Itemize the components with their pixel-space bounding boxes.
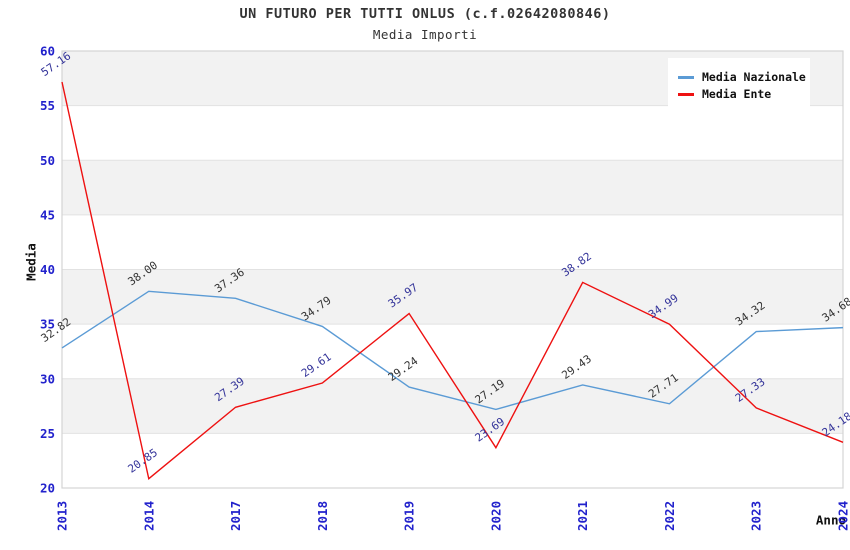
y-tick-label: 45	[40, 207, 55, 222]
plot-band	[62, 378, 843, 434]
x-tick-label: 2023	[749, 501, 764, 531]
chart-subtitle: Media Importi	[372, 27, 478, 42]
y-axis-title: Media	[23, 243, 39, 281]
plot-band	[62, 105, 843, 161]
legend: Media Nazionale Media Ente	[668, 58, 810, 113]
plot-band	[62, 160, 843, 215]
series-line-media-ente	[61, 81, 844, 480]
legend-item-media-nazionale: Media Nazionale	[678, 70, 806, 84]
x-tick-label: 2014	[141, 501, 156, 531]
y-tick-label: 20	[40, 481, 55, 496]
legend-line-icon-media-ente	[678, 92, 694, 96]
plot-band	[62, 269, 843, 325]
y-tick-label: 50	[40, 153, 55, 168]
plot-band	[62, 433, 843, 488]
x-axis-title: Anno	[815, 512, 846, 528]
y-tick-label: 60	[40, 44, 55, 59]
legend-line-icon-media-nazionale	[678, 75, 694, 79]
x-tick-label: 2022	[662, 501, 677, 531]
series-line-media-nazionale	[61, 290, 844, 411]
y-tick-label: 30	[40, 371, 55, 386]
plot-band	[62, 214, 843, 270]
x-tick-label: 2020	[488, 501, 503, 531]
x-tick-label: 2013	[55, 501, 70, 531]
legend-label-media-nazionale: Media Nazionale	[702, 70, 806, 84]
y-tick-label: 25	[40, 426, 55, 441]
plot-band	[62, 324, 843, 379]
x-tick-label: 2019	[402, 501, 417, 531]
x-tick-label: 2021	[575, 501, 590, 531]
y-tick-label: 55	[40, 98, 55, 113]
plot-border	[61, 50, 844, 489]
legend-item-media-ente: Media Ente	[678, 87, 800, 101]
x-tick-label: 2018	[315, 501, 330, 531]
x-tick-label: 2024	[836, 501, 850, 531]
chart-title: UN FUTURO PER TUTTI ONLUS (c.f.026420808…	[239, 6, 611, 22]
y-tick-label: 35	[40, 317, 55, 332]
y-tick-label: 40	[40, 262, 55, 277]
x-tick-label: 2017	[228, 501, 243, 531]
legend-label-media-ente: Media Ente	[702, 87, 772, 101]
